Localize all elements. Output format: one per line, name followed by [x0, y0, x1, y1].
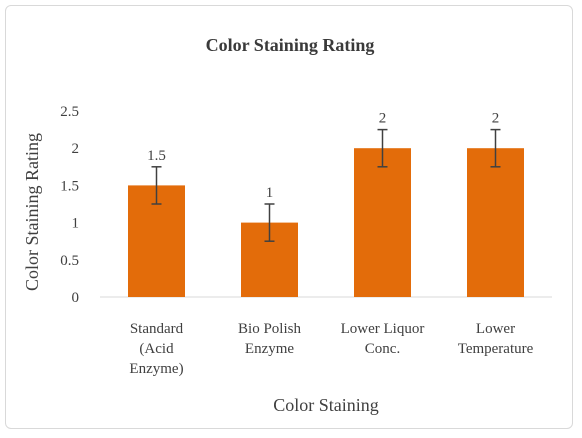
y-tick-label: 0.5 — [60, 253, 79, 269]
error-bar — [151, 166, 162, 205]
bar — [467, 148, 524, 297]
y-tick-label: 1.5 — [60, 178, 79, 194]
chart-title: Color Staining Rating — [206, 35, 375, 55]
data-labels: 1.5 1 2 2 — [147, 111, 499, 201]
x-axis-title: Color Staining — [273, 395, 379, 415]
y-tick-label: 0 — [72, 290, 80, 306]
data-label: 2 — [379, 111, 387, 127]
y-tick-label: 2.5 — [60, 104, 79, 120]
category-label: Lower Temperature — [458, 321, 534, 357]
error-bar — [490, 128, 501, 168]
y-axis-ticks: 0 0.5 1 1.5 2 2.5 — [60, 104, 79, 306]
category-label: Standard (Acid Enzyme) — [129, 321, 183, 377]
category-label: Lower Liquor Conc. — [341, 321, 425, 357]
data-label: 1 — [266, 185, 274, 201]
y-tick-label: 2 — [72, 141, 80, 157]
y-axis-title: Color Staining Rating — [22, 133, 42, 291]
error-bars — [151, 128, 501, 242]
data-label: 2 — [492, 111, 500, 127]
category-label: Bio Polish Enzyme — [238, 321, 301, 357]
error-bar — [264, 203, 275, 242]
data-label: 1.5 — [147, 148, 166, 164]
error-bar — [377, 128, 388, 168]
category-labels: Standard (Acid Enzyme) Bio Polish Enzyme Lowe… — [129, 321, 533, 377]
bars — [128, 148, 524, 297]
y-tick-label: 1 — [72, 216, 80, 232]
bar — [354, 148, 411, 297]
